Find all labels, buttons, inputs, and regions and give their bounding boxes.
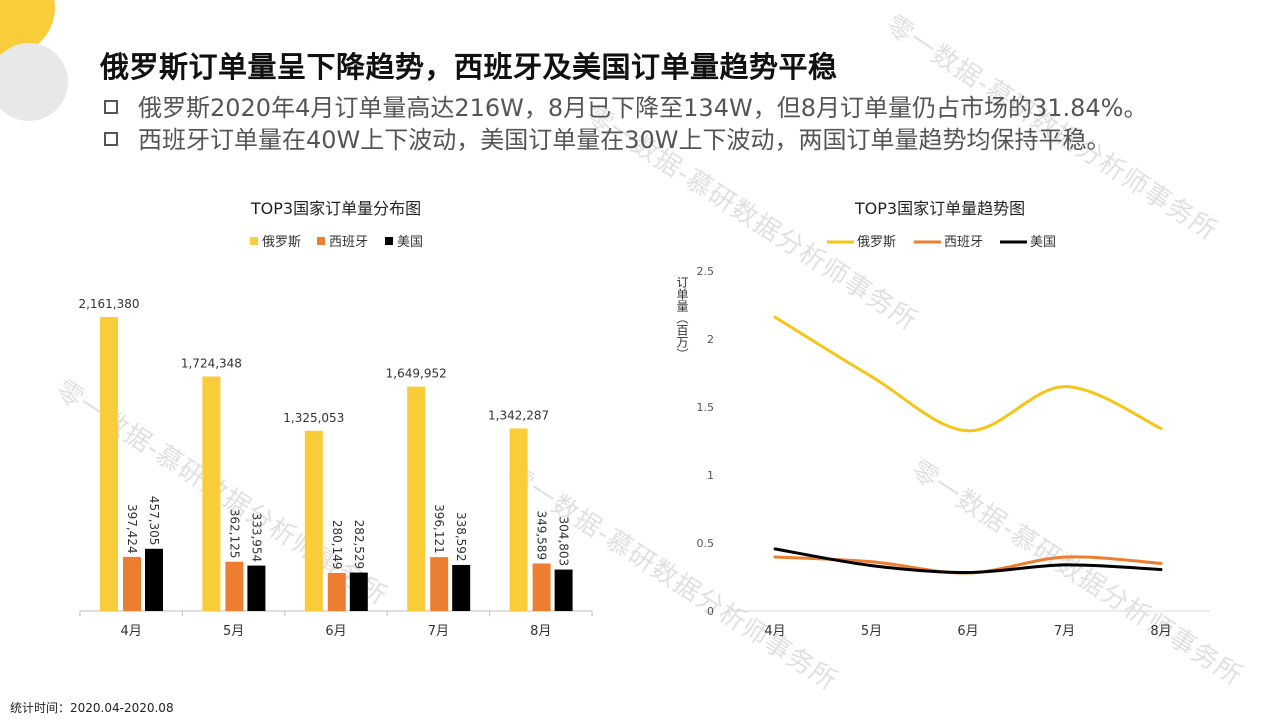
data-label: 333,954 bbox=[249, 513, 263, 563]
legend-label: 俄罗斯 bbox=[262, 235, 301, 250]
bar bbox=[145, 548, 163, 611]
x-tick-label: 5月 bbox=[861, 624, 882, 639]
y-tick-label: 0 bbox=[707, 605, 714, 618]
line-chart: 俄罗斯 西班牙 美国 0 0.5 1 1.5 2 2.5 4月 5月 6月 7月 8月 订单量（百万） bbox=[675, 235, 1210, 639]
bullet-item: 俄罗斯2020年4月订单量高达216W，8月已下降至134W，但8月订单量仍占市… bbox=[102, 94, 1232, 123]
bar bbox=[452, 564, 471, 611]
data-label: 362,125 bbox=[227, 509, 241, 559]
bar bbox=[247, 565, 266, 611]
bar bbox=[225, 561, 244, 611]
x-tick-label: 7月 bbox=[1054, 624, 1075, 639]
x-tick-label: 6月 bbox=[325, 624, 346, 639]
series-line-1 bbox=[773, 315, 1163, 433]
bar bbox=[100, 317, 118, 611]
data-label: 349,589 bbox=[535, 510, 549, 560]
bar bbox=[123, 556, 141, 611]
data-label: 304,803 bbox=[557, 517, 571, 567]
bar bbox=[407, 386, 426, 611]
y-axis-label: 订单量（百万） bbox=[675, 276, 689, 360]
x-tick-label: 7月 bbox=[428, 624, 449, 639]
y-tick-label: 0.5 bbox=[697, 537, 715, 550]
bullet-list: 俄罗斯2020年4月订单量高达216W，8月已下降至134W，但8月订单量仍占市… bbox=[102, 94, 1232, 158]
series-line-3 bbox=[773, 547, 1163, 575]
bar bbox=[509, 428, 528, 611]
decor-gray-circle bbox=[0, 43, 68, 121]
y-tick-label: 2 bbox=[707, 333, 714, 346]
page-title: 俄罗斯订单量呈下降趋势，西班牙及美国订单量趋势平稳 bbox=[100, 50, 838, 84]
data-label: 280,149 bbox=[330, 520, 344, 570]
x-tick-label: 4月 bbox=[121, 624, 142, 639]
bullet-text: 俄罗斯2020年4月订单量高达216W，8月已下降至134W，但8月订单量仍占市… bbox=[138, 94, 1148, 122]
legend-swatch bbox=[385, 237, 393, 245]
data-label: 1,724,348 bbox=[181, 356, 242, 370]
bar-chart: 俄罗斯 西班牙 美国 2,161,380 397,424 457,305 4月 1,724,3… bbox=[78, 235, 593, 639]
legend-label: 俄罗斯 bbox=[857, 235, 896, 250]
square-bullet-icon bbox=[104, 132, 118, 146]
x-tick-label: 5月 bbox=[223, 624, 244, 639]
data-label: 282,529 bbox=[352, 520, 366, 570]
legend-label: 西班牙 bbox=[329, 235, 368, 250]
data-label: 1,342,287 bbox=[488, 408, 549, 422]
bullet-text: 西班牙订单量在40W上下波动，美国订单量在30W上下波动，两国订单量趋势均保持平… bbox=[138, 126, 1111, 154]
bar bbox=[532, 563, 551, 611]
y-tick-label: 1 bbox=[707, 469, 714, 482]
line-chart-title: TOP3国家订单量趋势图 bbox=[854, 199, 1026, 218]
x-tick-label: 8月 bbox=[1150, 624, 1171, 639]
data-label: 2,161,380 bbox=[78, 297, 139, 311]
legend-label: 西班牙 bbox=[944, 235, 983, 250]
x-tick-label: 6月 bbox=[957, 624, 978, 639]
legend-label: 美国 bbox=[1030, 235, 1056, 250]
y-tick-label: 1.5 bbox=[697, 401, 715, 414]
bar bbox=[349, 572, 368, 611]
data-label: 396,121 bbox=[432, 504, 446, 554]
data-label: 397,424 bbox=[125, 504, 139, 554]
legend-label: 美国 bbox=[397, 235, 423, 250]
legend-swatch bbox=[250, 237, 258, 245]
data-label: 338,592 bbox=[454, 512, 468, 562]
data-label: 1,325,053 bbox=[283, 411, 344, 425]
bar bbox=[202, 376, 221, 611]
data-label: 457,305 bbox=[147, 496, 161, 546]
y-tick-label: 2.5 bbox=[697, 265, 715, 278]
bar bbox=[430, 557, 449, 611]
square-bullet-icon bbox=[104, 100, 118, 114]
bullet-item: 西班牙订单量在40W上下波动，美国订单量在30W上下波动，两国订单量趋势均保持平… bbox=[102, 126, 1232, 155]
x-tick-label: 4月 bbox=[764, 624, 785, 639]
stat-period: 统计时间：2020.04-2020.08 bbox=[10, 701, 174, 715]
bar-chart-title: TOP3国家订单量分布图 bbox=[250, 199, 422, 218]
bar bbox=[327, 572, 346, 611]
bar bbox=[304, 430, 323, 611]
bar bbox=[554, 569, 573, 611]
x-tick-label: 8月 bbox=[530, 624, 551, 639]
data-label: 1,649,952 bbox=[386, 367, 447, 381]
legend-swatch bbox=[317, 237, 325, 245]
